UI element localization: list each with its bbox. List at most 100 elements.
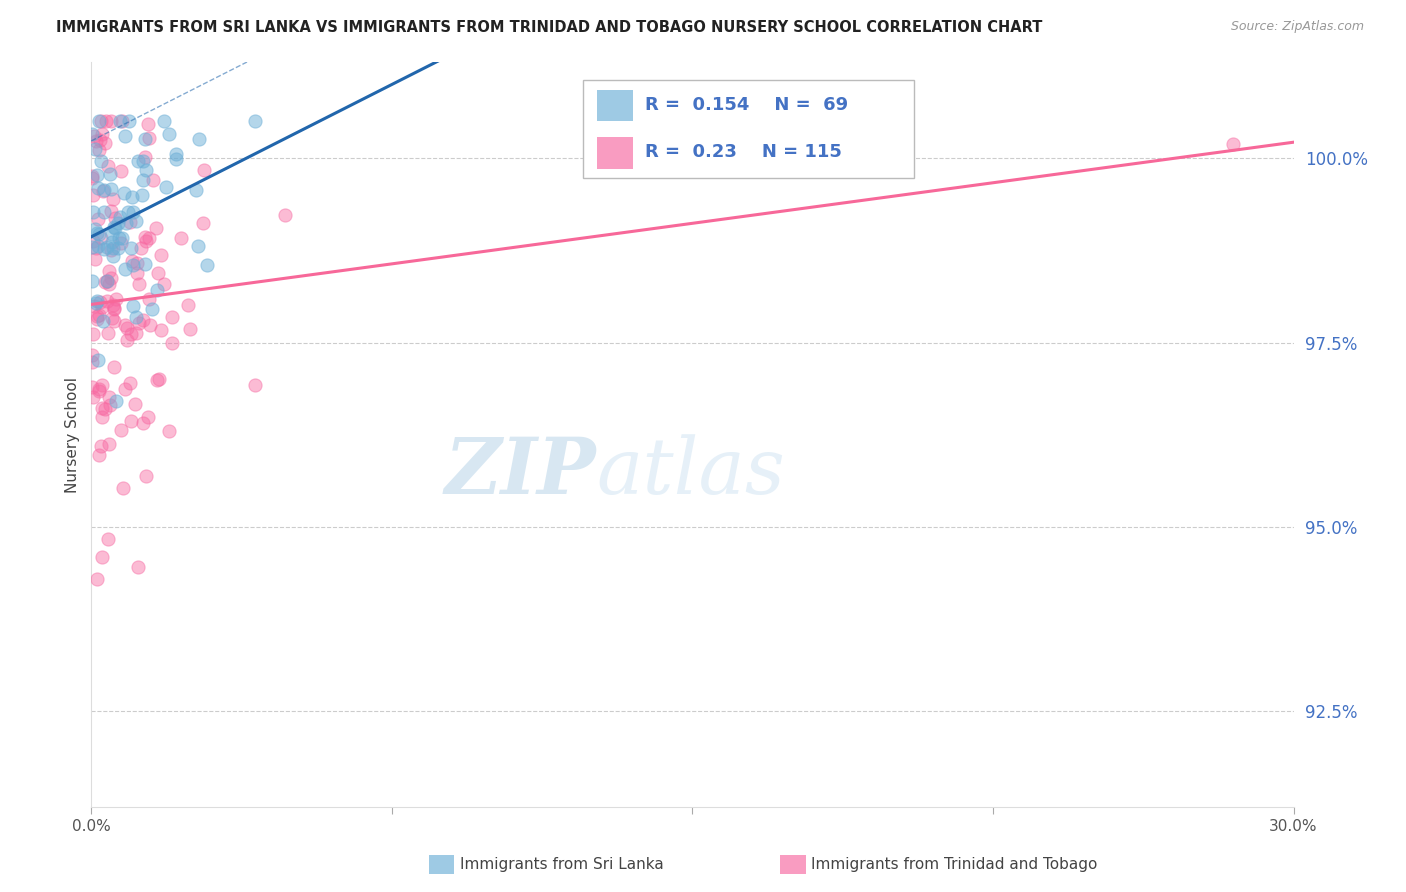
FancyBboxPatch shape xyxy=(583,80,914,178)
Point xyxy=(134,229,156,244)
Point xyxy=(93,276,115,290)
Point xyxy=(90,409,112,424)
Point xyxy=(94,114,117,128)
Point xyxy=(131,188,153,202)
Point xyxy=(103,359,125,374)
Point xyxy=(129,240,152,254)
Point xyxy=(82,326,104,341)
Point xyxy=(97,326,120,340)
Point xyxy=(100,271,122,285)
Point xyxy=(97,277,120,291)
Text: Immigrants from Trinidad and Tobago: Immigrants from Trinidad and Tobago xyxy=(811,857,1098,871)
Point xyxy=(82,380,104,394)
Point xyxy=(120,376,142,391)
Point xyxy=(118,114,141,128)
Point xyxy=(104,211,127,226)
Point xyxy=(94,401,117,416)
Point xyxy=(84,142,107,156)
Point xyxy=(100,182,122,196)
Point xyxy=(97,532,120,546)
Point xyxy=(111,114,134,128)
Point xyxy=(138,409,160,424)
Point xyxy=(100,235,122,249)
Point xyxy=(84,134,107,148)
Point xyxy=(101,310,124,325)
Text: ZIP: ZIP xyxy=(444,434,596,510)
Point xyxy=(139,318,162,333)
Text: Immigrants from Sri Lanka: Immigrants from Sri Lanka xyxy=(460,857,664,871)
Point xyxy=(86,168,108,182)
Point xyxy=(110,114,132,128)
Point xyxy=(138,131,160,145)
Point xyxy=(131,313,153,327)
Point xyxy=(89,143,111,157)
Point xyxy=(155,179,177,194)
Point xyxy=(82,348,104,362)
Point xyxy=(124,397,146,411)
Point xyxy=(91,127,114,141)
Point xyxy=(122,299,145,313)
Point xyxy=(135,234,157,248)
Point xyxy=(128,316,150,330)
Point xyxy=(87,227,110,241)
Point xyxy=(101,249,124,263)
Point xyxy=(114,318,136,332)
Point xyxy=(84,295,107,310)
Point xyxy=(93,183,115,197)
Point xyxy=(82,234,104,248)
Point xyxy=(1222,136,1244,151)
Point xyxy=(100,203,122,218)
Point xyxy=(110,423,132,437)
Point xyxy=(127,560,149,574)
Point xyxy=(134,150,156,164)
Point xyxy=(114,216,136,230)
Point xyxy=(121,190,143,204)
Point xyxy=(134,131,156,145)
Point xyxy=(91,401,114,415)
Point xyxy=(121,258,143,272)
Point xyxy=(100,114,122,128)
Point xyxy=(127,266,149,280)
Point xyxy=(132,173,155,187)
Point xyxy=(91,313,114,327)
Point xyxy=(149,323,172,337)
Point xyxy=(152,114,174,128)
Point xyxy=(146,283,169,297)
Point xyxy=(148,372,170,386)
Point xyxy=(82,188,104,202)
Point xyxy=(96,275,118,289)
Point xyxy=(127,153,149,168)
Point xyxy=(115,334,138,348)
Point xyxy=(87,353,110,368)
Point xyxy=(112,186,135,201)
Point xyxy=(117,205,139,219)
Point xyxy=(98,398,121,412)
Point xyxy=(193,163,215,178)
Point xyxy=(107,242,129,256)
Point xyxy=(120,414,142,428)
Point xyxy=(177,298,200,312)
Point xyxy=(184,183,207,197)
Point xyxy=(103,313,125,327)
Point xyxy=(90,300,112,314)
Point xyxy=(187,238,209,252)
Point xyxy=(149,247,172,261)
Point xyxy=(82,169,104,183)
Point xyxy=(107,230,129,244)
Point xyxy=(157,424,180,438)
Point xyxy=(122,205,145,219)
Point xyxy=(98,167,121,181)
Point xyxy=(86,311,108,326)
Point xyxy=(127,256,149,270)
Point xyxy=(82,390,104,404)
Text: atlas: atlas xyxy=(596,434,785,510)
Point xyxy=(110,211,132,225)
Text: R =  0.23    N = 115: R = 0.23 N = 115 xyxy=(644,144,841,161)
Text: R =  0.154    N =  69: R = 0.154 N = 69 xyxy=(644,96,848,114)
Point xyxy=(191,216,214,230)
Point xyxy=(243,377,266,392)
Point xyxy=(138,117,160,131)
Point xyxy=(82,355,104,369)
Point xyxy=(82,240,104,254)
Point xyxy=(103,192,125,206)
